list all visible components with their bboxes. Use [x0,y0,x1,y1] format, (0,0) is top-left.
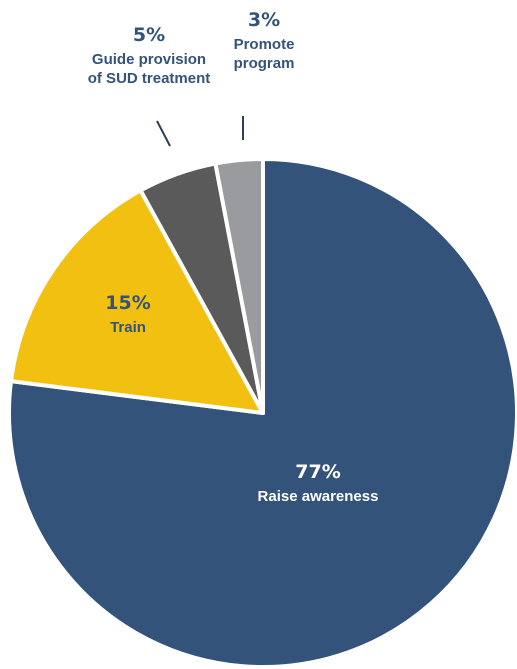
category-label-raise-awareness: Raise awareness [258,488,379,505]
category-label-guide-provision: Guide provision [92,51,206,68]
percent-label-raise-awareness: 77% [295,461,340,483]
percent-label-guide-provision: 5% [133,24,165,46]
category-label-promote-program: program [234,55,295,72]
pie-slice-promote-program [213,157,265,415]
leader-lines [156,116,244,147]
percent-label-promote-program: 3% [248,9,280,31]
category-label-train: Train [110,319,146,336]
category-label-guide-provision: of SUD treatment [88,70,211,87]
leader-line-guide-provision [156,120,171,147]
slice-labels: 77% Raise awareness 15% Train 5% Guide provis… [88,9,379,505]
pie-slice-train [9,188,265,415]
percent-label-train: 15% [105,292,150,314]
pie-slices [7,157,517,669]
category-label-promote-program: Promote [234,36,295,53]
